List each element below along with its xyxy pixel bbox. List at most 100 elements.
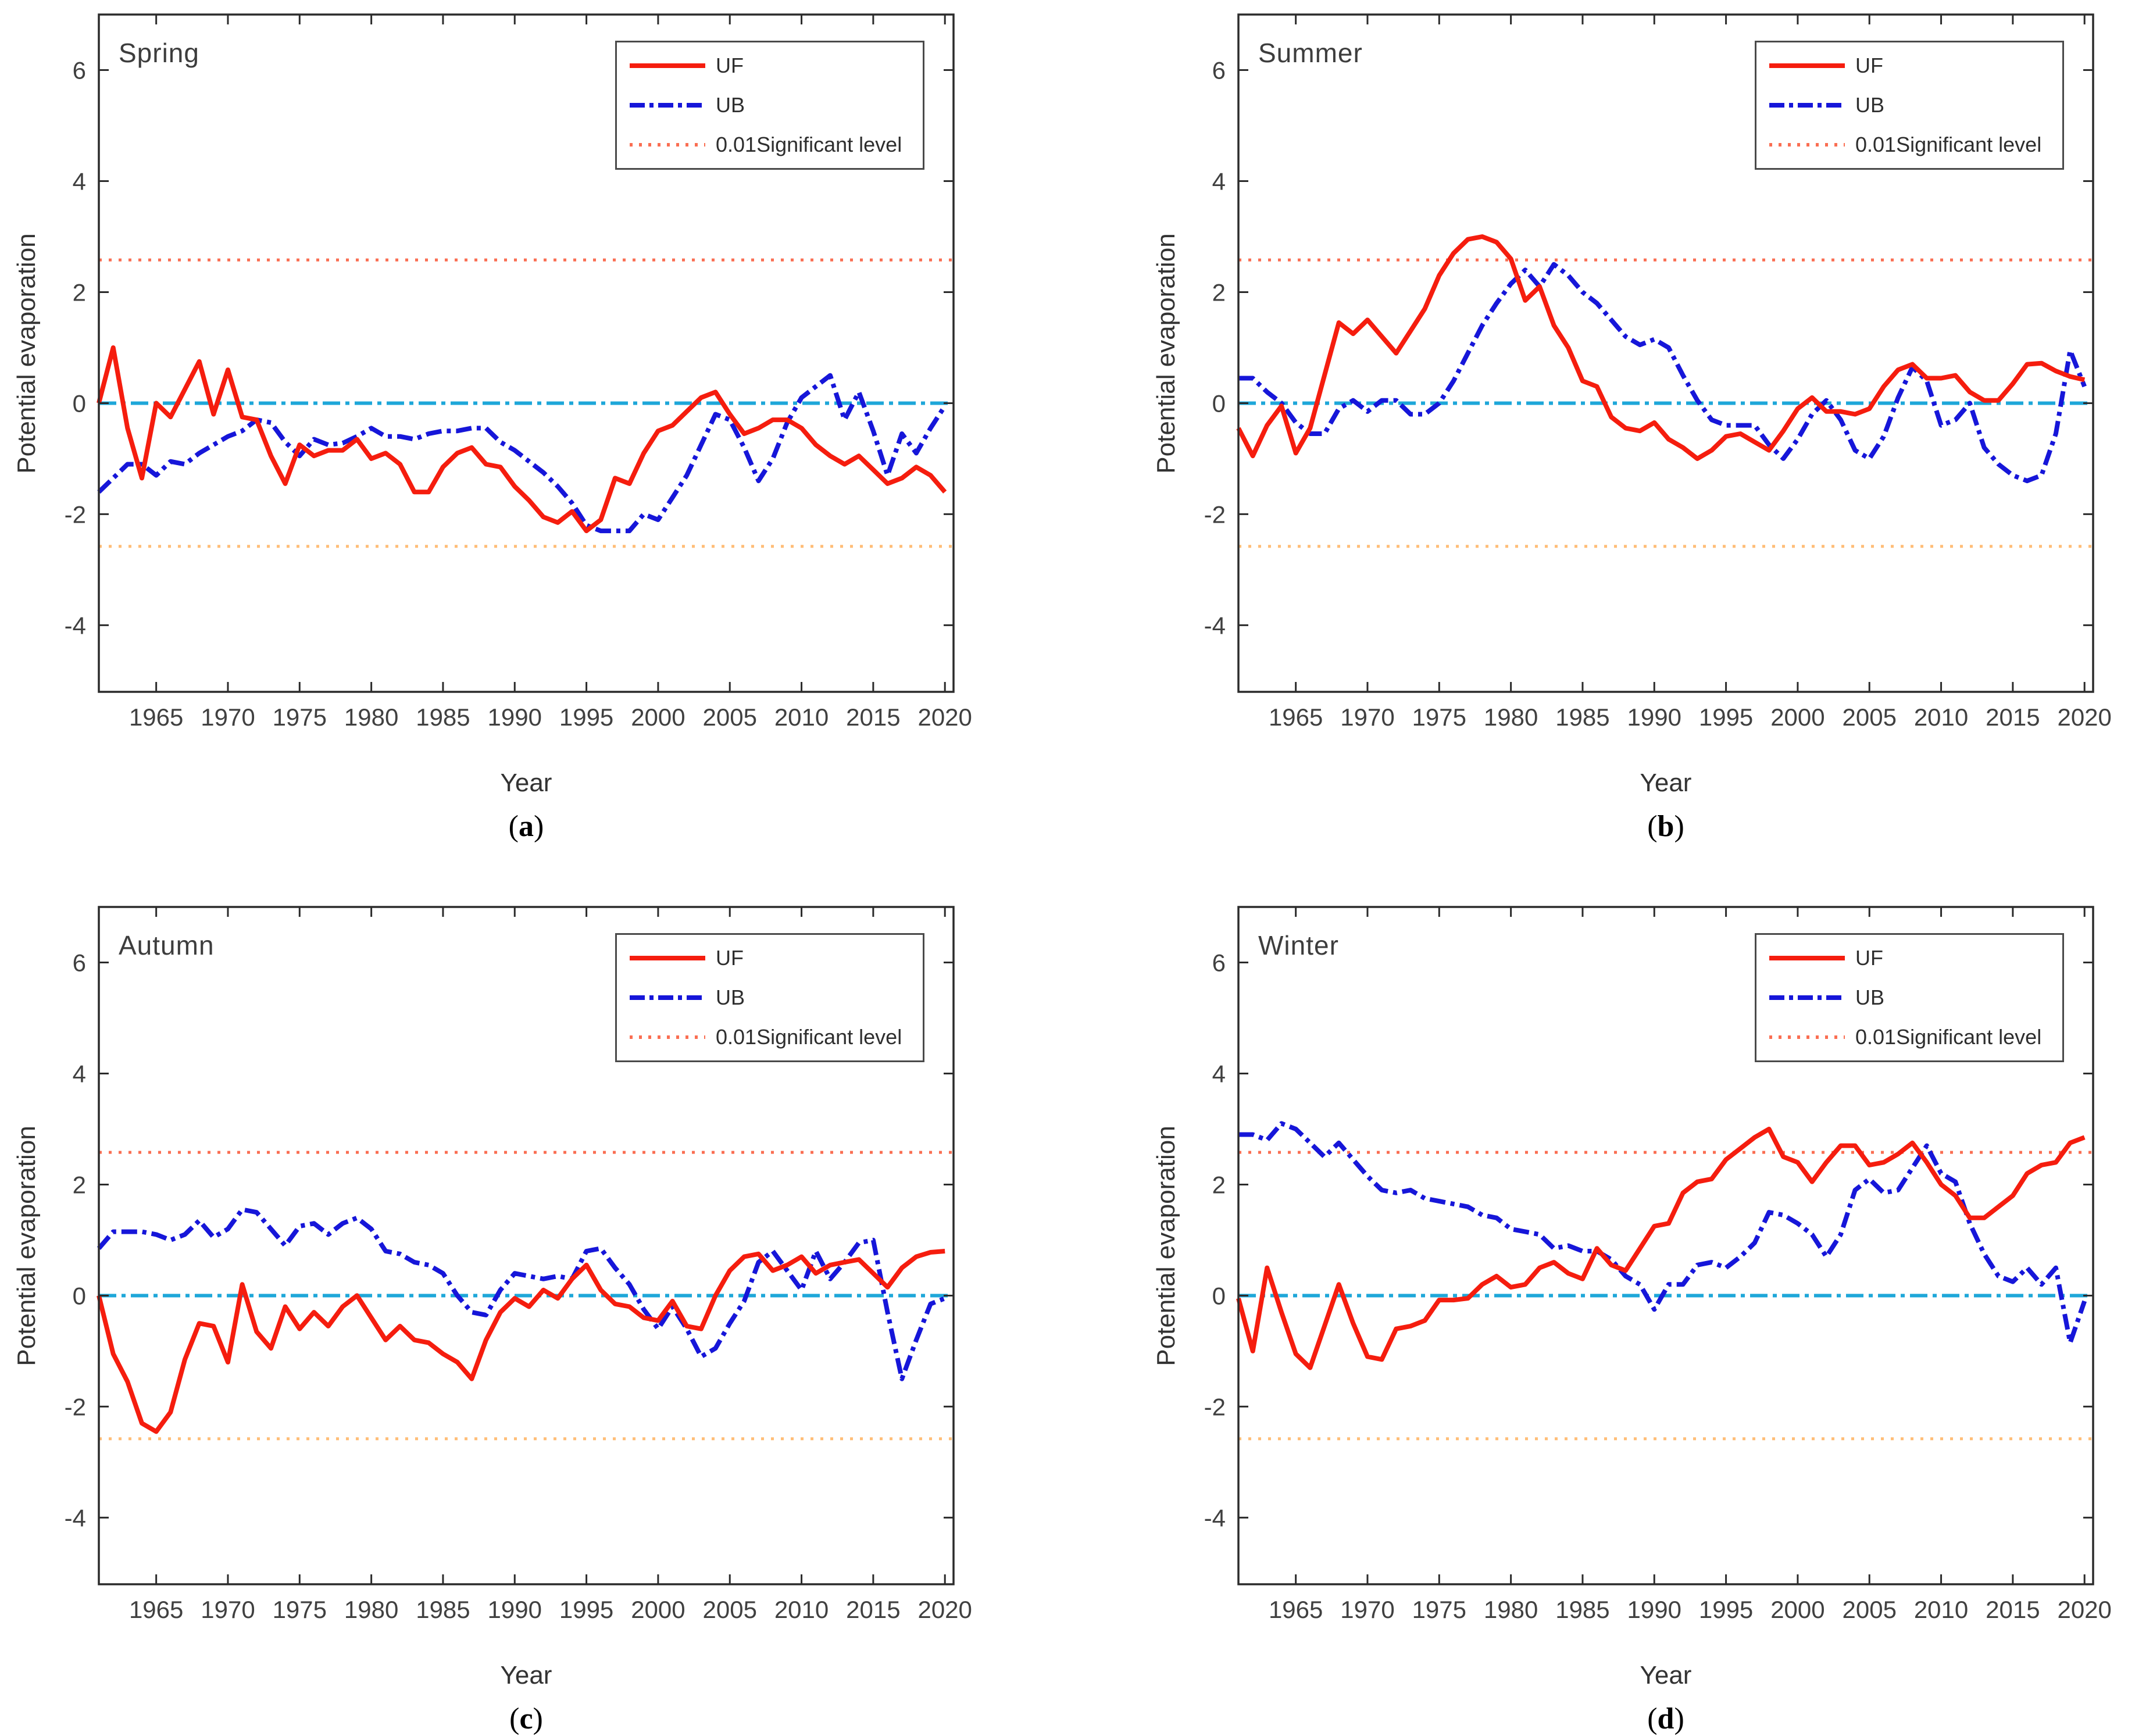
legend-item-ub: UB	[617, 87, 923, 124]
x-tick-label: 1965	[1269, 703, 1323, 731]
x-tick-label: 1975	[273, 703, 327, 731]
ub-curve	[97, 1207, 946, 1381]
legend-item-ub: UB	[617, 979, 923, 1016]
y-tick-label: 4	[73, 167, 86, 195]
x-tick-label: 2000	[631, 703, 685, 731]
legend-item-ub: UB	[1756, 979, 2062, 1016]
significance-line-sample	[1769, 143, 1845, 147]
y-tick-label: -2	[65, 501, 86, 528]
panel-summer: 1965 1970 1975 1980 1985 1990 1995 2000 2005 2010…	[1140, 0, 2153, 866]
uf-curve	[1236, 1127, 2086, 1370]
x-axis-label: Year	[500, 1661, 552, 1689]
y-tick-label: -4	[65, 1504, 86, 1531]
x-tick-label: 1985	[1555, 703, 1609, 731]
legend-label: UB	[1855, 985, 1885, 1009]
x-tick-label: 1970	[201, 703, 255, 731]
ub-line-sample	[630, 103, 705, 108]
x-tick-label: 1965	[129, 703, 183, 731]
significance-line-sample	[1769, 1035, 1845, 1039]
uf-line-sample	[630, 63, 705, 68]
legend: UF UB 0.01Significant level	[1755, 41, 2064, 170]
y-tick-label: -2	[1204, 501, 1226, 528]
plot-box	[1237, 13, 2094, 693]
legend-label: UF	[716, 53, 744, 77]
x-axis-label: Year	[1640, 1661, 1692, 1689]
ub-curve	[1238, 1121, 2087, 1345]
x-tick-label: 2020	[2057, 703, 2111, 731]
y-tick-label: -2	[1204, 1393, 1226, 1420]
x-tick-label: 1990	[488, 703, 542, 731]
panel-title: Summer	[1258, 38, 1363, 68]
x-tick-label: 1980	[344, 1596, 398, 1623]
plot-box	[98, 13, 955, 693]
significance-line-sample	[630, 1035, 705, 1039]
legend-label: 0.01Significant level	[716, 1025, 902, 1049]
x-tick-label: 2015	[846, 1596, 900, 1623]
y-tick-label: 4	[1212, 167, 1226, 195]
significance-line-sample	[630, 143, 705, 147]
x-axis-label: Year	[1640, 769, 1692, 797]
legend-label: 0.01Significant level	[1855, 133, 2042, 156]
x-tick-label: 2015	[846, 703, 900, 731]
x-tick-label: 1980	[1484, 1596, 1538, 1623]
plot-box	[98, 906, 955, 1585]
y-tick-label: 6	[1212, 949, 1226, 976]
y-tick-label: 6	[1212, 56, 1226, 84]
x-tick-label: 2005	[703, 703, 757, 731]
x-tick-label: 1970	[201, 1596, 255, 1623]
plot-area-winter: 1965 1970 1975 1980 1985 1990 1995 2000 2005 2010…	[1204, 906, 2112, 1623]
x-tick-label: 1985	[416, 1596, 470, 1623]
y-tick-label: -2	[65, 1393, 86, 1420]
ub-curve	[1238, 262, 2087, 484]
panel-letter: d	[1647, 1702, 1684, 1736]
panel-letter: c	[509, 1702, 543, 1736]
x-tick-label: 1980	[344, 703, 398, 731]
y-tick-label: 6	[73, 949, 86, 976]
x-tick-label: 1990	[1627, 1596, 1681, 1623]
legend: UF UB 0.01Significant level	[615, 933, 924, 1062]
x-tick-label: 1965	[1269, 1596, 1323, 1623]
x-tick-label: 1995	[1699, 703, 1753, 731]
legend-item-significance: 0.01Significant level	[1756, 126, 2062, 163]
legend-item-significance: 0.01Significant level	[617, 126, 923, 163]
panel-title: Autumn	[119, 930, 215, 960]
x-axis-label: Year	[500, 769, 552, 797]
y-tick-label: 2	[1212, 1171, 1226, 1198]
x-tick-label: 1995	[559, 1596, 613, 1623]
legend: UF UB 0.01Significant level	[1755, 933, 2064, 1062]
uf-line-sample	[1769, 63, 1845, 68]
panel-letter: b	[1647, 809, 1684, 844]
x-tick-label: 1975	[1412, 703, 1466, 731]
x-tick-label: 1995	[559, 703, 613, 731]
legend-item-uf: UF	[1756, 940, 2062, 977]
x-tick-label: 1985	[416, 703, 470, 731]
y-tick-label: 0	[1212, 1282, 1226, 1309]
legend-label: UB	[716, 985, 745, 1009]
plot-box	[1237, 906, 2094, 1585]
y-tick-label: 6	[73, 56, 86, 84]
y-tick-label: 4	[73, 1060, 86, 1087]
x-tick-label: 2010	[774, 1596, 829, 1623]
legend-label: UB	[716, 93, 745, 117]
panel-autumn: 1965 1970 1975 1980 1985 1990 1995 2000 2005 2010…	[0, 892, 1029, 1735]
x-tick-label: 1965	[129, 1596, 183, 1623]
y-tick-label: 2	[73, 1171, 86, 1198]
y-axis-label: Potential evaporation	[12, 1126, 41, 1366]
panel-title: Winter	[1258, 930, 1339, 960]
legend-item-uf: UF	[617, 940, 923, 977]
legend-item-ub: UB	[1756, 87, 2062, 124]
x-tick-label: 2005	[703, 1596, 757, 1623]
y-tick-label: 0	[73, 1282, 86, 1309]
y-tick-label: 0	[73, 390, 86, 417]
x-tick-label: 2000	[1770, 1596, 1824, 1623]
plot-area-autumn: 1965 1970 1975 1980 1985 1990 1995 2000 2005 2010…	[65, 906, 972, 1623]
panel-spring: 1965 1970 1975 1980 1985 1990 1995 2000 2005 2010…	[0, 0, 1029, 866]
uf-line-sample	[1769, 956, 1845, 960]
uf-line-sample	[630, 956, 705, 960]
plot-area-summer: 1965 1970 1975 1980 1985 1990 1995 2000 2005 2010…	[1204, 13, 2112, 731]
x-tick-label: 1975	[273, 1596, 327, 1623]
x-tick-label: 1975	[1412, 1596, 1466, 1623]
ub-line-sample	[1769, 995, 1845, 1000]
uf-curve	[1236, 234, 2086, 461]
uf-curve	[97, 1249, 945, 1434]
